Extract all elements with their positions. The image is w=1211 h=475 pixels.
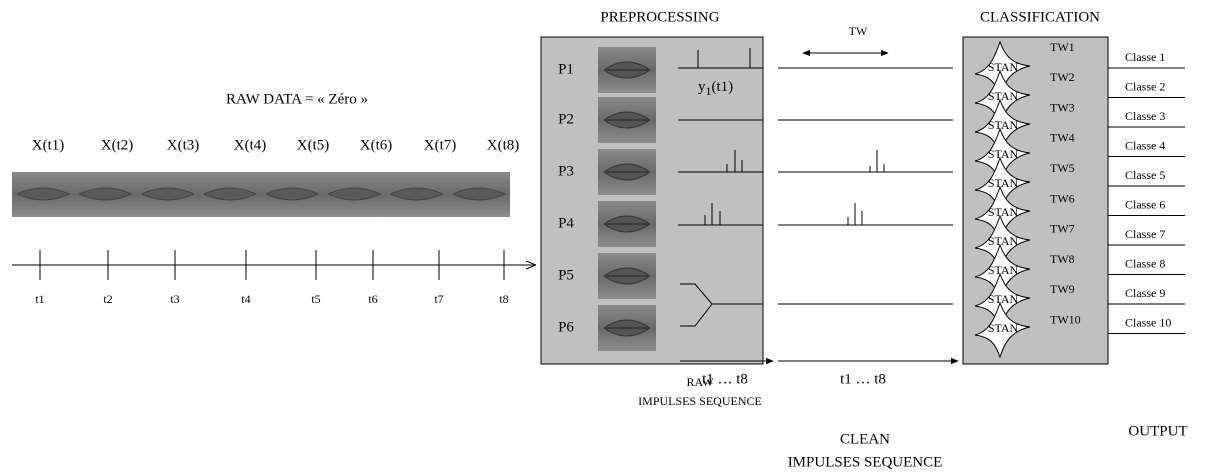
- lip-shape: [79, 187, 133, 201]
- class-label: Classe 9: [1125, 286, 1165, 300]
- window-name: TW9: [1050, 282, 1075, 296]
- lip-shape: [203, 187, 258, 201]
- primitive-label: P5: [558, 267, 574, 283]
- time-label: t5: [311, 292, 320, 306]
- class-label: Classe 2: [1125, 79, 1165, 93]
- frame-label: X(t8): [487, 137, 520, 153]
- preprocessing-title: PREPROCESSING: [600, 9, 719, 25]
- frame-label: X(t4): [234, 137, 267, 153]
- clean-caption: CLEAN: [840, 431, 890, 447]
- lip-shape: [328, 187, 382, 201]
- class-label: Classe 4: [1125, 138, 1165, 152]
- raw-axis-label: t1 … t8: [702, 371, 748, 387]
- stan-label: STAN: [988, 292, 1019, 306]
- primitive-label: P4: [558, 215, 574, 231]
- window-name: TW3: [1050, 100, 1075, 114]
- stan-label: STAN: [988, 234, 1019, 248]
- class-label: Classe 3: [1125, 109, 1165, 123]
- signal-label: y1(t1): [698, 79, 733, 97]
- lip-shape: [141, 187, 195, 201]
- class-label: Classe 6: [1125, 197, 1165, 211]
- raw-caption: IMPULSES SEQUENCE: [638, 394, 762, 408]
- classification-box: [962, 36, 1109, 365]
- stan-label: STAN: [988, 321, 1019, 335]
- primitive-label: P3: [558, 163, 574, 179]
- frame-label: X(t1): [32, 137, 65, 153]
- time-label: t8: [499, 292, 508, 306]
- window-label: TW: [849, 24, 868, 38]
- stan-label: STAN: [988, 147, 1019, 161]
- class-label: Classe 10: [1125, 315, 1171, 329]
- clean-caption: IMPULSES SEQUENCE: [788, 454, 943, 470]
- stan-label: STAN: [988, 205, 1019, 219]
- primitive-label: P1: [558, 61, 574, 77]
- class-label: Classe 8: [1125, 256, 1165, 270]
- time-label: t3: [170, 292, 179, 306]
- class-label: Classe 7: [1125, 227, 1165, 241]
- stan-label: STAN: [988, 176, 1019, 190]
- stan-label: STAN: [988, 118, 1019, 132]
- stan-label: STAN: [988, 60, 1019, 74]
- class-label: Classe 1: [1125, 50, 1165, 64]
- time-label: t2: [103, 292, 112, 306]
- time-label: t1: [35, 292, 44, 306]
- clean-axis-label: t1 … t8: [840, 371, 886, 387]
- output-label: OUTPUT: [1128, 423, 1187, 439]
- classification-title: CLASSIFICATION: [980, 9, 1100, 25]
- window-name: TW8: [1050, 252, 1075, 266]
- lip-shape: [16, 187, 71, 201]
- frame-label: X(t7): [424, 137, 457, 153]
- frame-label: X(t3): [167, 137, 200, 153]
- raw-caption: RAW: [686, 375, 714, 389]
- stan-label: STAN: [988, 263, 1019, 277]
- lip-shape: [452, 187, 507, 201]
- frame-label: X(t6): [360, 137, 393, 153]
- window-name: TW2: [1050, 70, 1075, 84]
- window-name: TW10: [1050, 312, 1081, 326]
- frame-label: X(t2): [101, 137, 134, 153]
- frame-label: X(t5): [297, 137, 330, 153]
- window-name: TW4: [1050, 131, 1075, 145]
- merge-line: [680, 283, 763, 327]
- primitive-label: P2: [558, 111, 574, 127]
- stan-label: STAN: [988, 89, 1019, 103]
- window-name: TW5: [1050, 161, 1075, 175]
- time-label: t7: [434, 292, 443, 306]
- window-name: TW1: [1050, 40, 1075, 54]
- stan-neuron: [974, 301, 1031, 359]
- time-label: t6: [368, 292, 377, 306]
- lip-shape: [265, 187, 320, 201]
- window-name: TW7: [1050, 222, 1075, 236]
- time-label: t4: [241, 292, 250, 306]
- window-name: TW6: [1050, 191, 1075, 205]
- lip-shape: [390, 187, 444, 201]
- class-label: Classe 5: [1125, 168, 1165, 182]
- raw-title: RAW DATA = « Zéro »: [226, 91, 368, 107]
- primitive-label: P6: [558, 319, 574, 335]
